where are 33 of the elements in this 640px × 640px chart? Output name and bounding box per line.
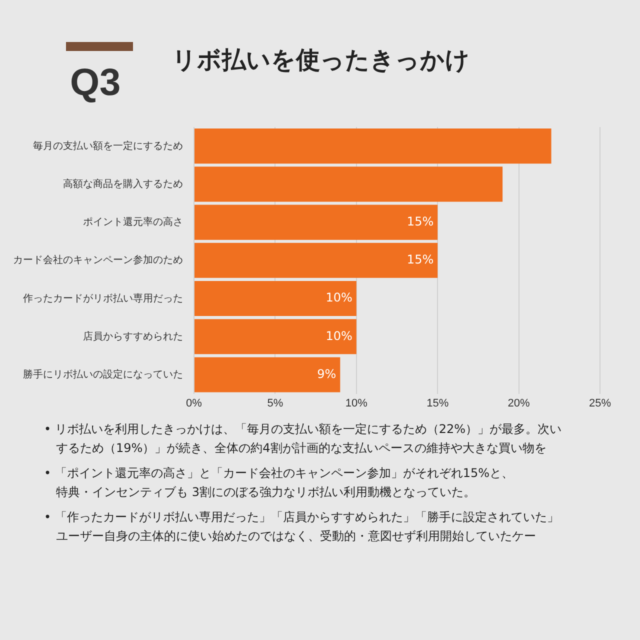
bar bbox=[194, 357, 340, 392]
data-label: 10% bbox=[326, 290, 352, 305]
text: 特典・インセンティブも 3割にのぼる強力なリボ払い利用動機となっていた。 bbox=[56, 485, 476, 499]
data-label: 9% bbox=[317, 366, 336, 381]
x-tick-label: 0% bbox=[186, 397, 202, 410]
text: • リボ払いを利用したきっかけは、「毎月の支払い額を一定にするため（22%）」が最多。次い bbox=[44, 422, 562, 436]
x-tick-label: 25% bbox=[588, 397, 612, 410]
data-label: 15% bbox=[406, 252, 434, 267]
bar bbox=[194, 166, 503, 202]
data-label: 10% bbox=[326, 328, 352, 343]
x-tick-label: 15% bbox=[426, 397, 449, 410]
bar bbox=[194, 204, 438, 240]
bar bbox=[194, 128, 552, 164]
data-label: 15% bbox=[406, 214, 434, 228]
x-tick-label: 5% bbox=[267, 397, 284, 410]
y-tick-label: 毎月の支払い額を一定にするため bbox=[33, 140, 183, 152]
y-tick-label: ポイント還元率の高さ bbox=[83, 216, 183, 228]
text: するため（19%）」が続き、全体の約4割が計画的な支払いペースの維持や大きな買い物を bbox=[56, 441, 546, 455]
y-tick-label: 店員からすすめられた bbox=[83, 330, 183, 342]
bar bbox=[194, 242, 438, 278]
y-tick-label: 高額な商品を購入するため bbox=[63, 178, 183, 190]
x-tick-label: 20% bbox=[508, 397, 530, 410]
y-tick-label: カード会社のキャンペーン参加のため bbox=[13, 254, 183, 266]
text: ユーザー自身の主体的に使い始めたのではなく、受動的・意図せず利用開始していたケー bbox=[56, 529, 536, 543]
bar bbox=[194, 280, 356, 316]
y-tick-label: 作ったカードがリボ払い専用だった bbox=[22, 292, 183, 304]
chart-title: リボ払いを使ったきっかけ bbox=[172, 45, 470, 76]
y-tick-label: 勝手にリボ払いの設定になっていた bbox=[23, 368, 183, 380]
x-tick-label: 10% bbox=[345, 397, 368, 410]
chart-subtitle: Q3 bbox=[70, 62, 121, 105]
bar bbox=[194, 319, 356, 354]
text: • 「作ったカードがリボ払い専用だった」「店員からすすめられた」「勝手に設定されていた」 bbox=[44, 510, 559, 524]
text: • 「ポイント還元率の高さ」と「カード会社のキャンペーン参加」がそれぞれ15%と、 bbox=[44, 466, 514, 480]
